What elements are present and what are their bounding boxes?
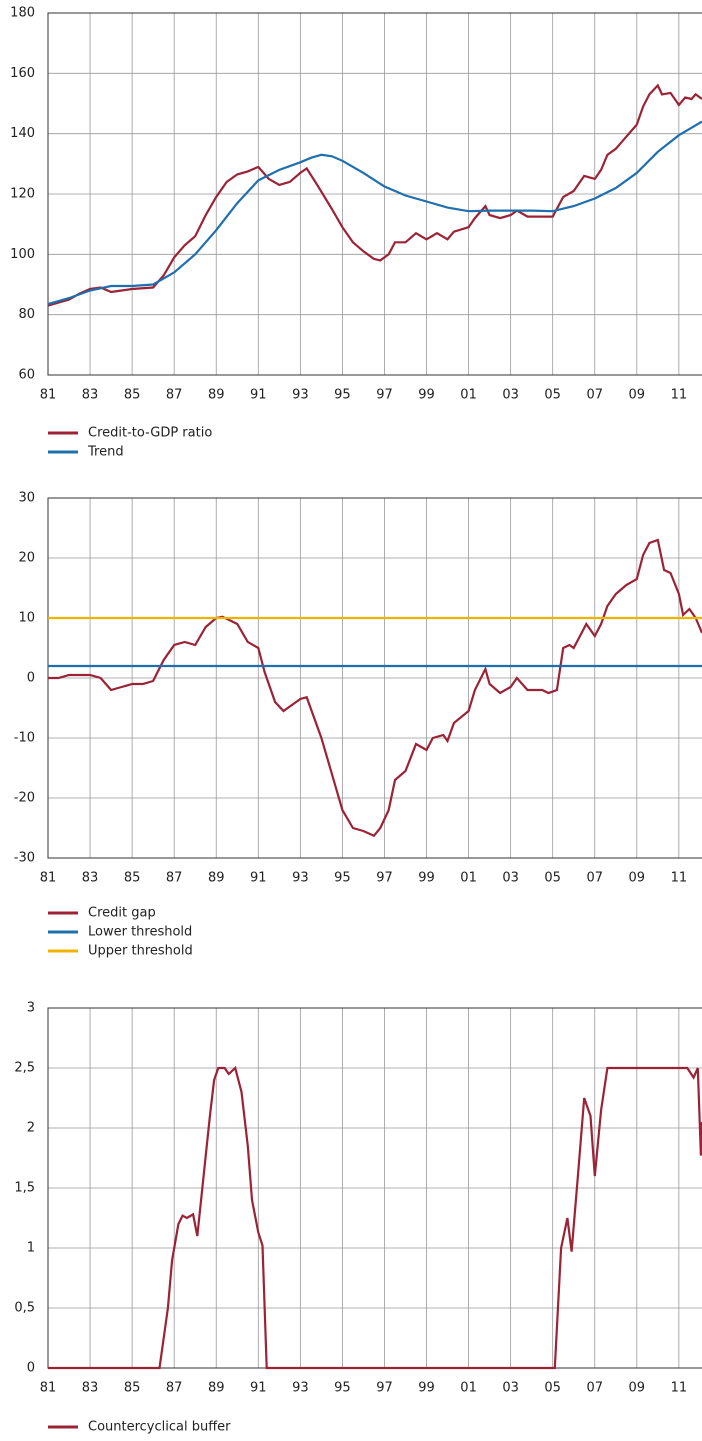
x-tick-label: 93: [292, 871, 309, 886]
x-tick-label: 91: [250, 871, 267, 886]
x-tick-label: 85: [124, 388, 141, 403]
plot-frame: [47, 12, 702, 376]
y-tick-label: -30: [14, 851, 35, 866]
x-tick-label: 03: [502, 1381, 519, 1396]
y-tick-label: 10: [18, 611, 35, 626]
legend-label: Countercyclical buffer: [88, 1420, 231, 1435]
legend-label: Lower threshold: [88, 925, 192, 940]
x-tick-label: 97: [376, 871, 393, 886]
x-tick-label: 93: [292, 388, 309, 403]
y-tick-label: 0,5: [14, 1301, 35, 1316]
x-tick-label: 07: [586, 388, 603, 403]
y-tick-label: 20: [18, 551, 35, 566]
x-tick-label: 11: [671, 871, 688, 886]
legend-label: Trend: [87, 445, 124, 460]
x-tick-label: 93: [292, 1381, 309, 1396]
x-tick-label: 09: [629, 871, 646, 886]
x-tick-label: 87: [166, 871, 183, 886]
y-tick-label: 3: [27, 1001, 35, 1016]
y-tick-label: 0: [27, 671, 35, 686]
x-tick-label: 95: [334, 871, 351, 886]
x-tick-label: 03: [502, 871, 519, 886]
x-tick-label: 09: [629, 388, 646, 403]
x-tick-label: 05: [544, 388, 561, 403]
x-tick-label: 81: [40, 871, 57, 886]
y-tick-label: 160: [10, 66, 35, 81]
y-tick-label: -20: [14, 791, 35, 806]
y-tick-label: 120: [10, 187, 35, 202]
x-tick-label: 89: [208, 871, 225, 886]
x-tick-label: 99: [418, 1381, 435, 1396]
legend-label: Upper threshold: [88, 944, 193, 959]
x-tick-label: 07: [586, 1381, 603, 1396]
data-line: [48, 1065, 702, 1370]
x-tick-label: 89: [208, 1381, 225, 1396]
x-tick-label: 11: [671, 388, 688, 403]
y-tick-label: -10: [14, 731, 35, 746]
x-tick-label: 83: [82, 388, 99, 403]
y-tick-label: 2,5: [14, 1061, 35, 1076]
x-tick-label: 01: [460, 1381, 477, 1396]
x-tick-label: 85: [124, 871, 141, 886]
x-tick-label: 87: [166, 1381, 183, 1396]
x-tick-label: 11: [671, 1381, 688, 1396]
x-tick-label: 05: [544, 1381, 561, 1396]
y-tick-label: 2: [27, 1121, 35, 1136]
y-tick-label: 100: [10, 247, 35, 262]
x-tick-label: 07: [586, 871, 603, 886]
x-tick-label: 81: [40, 1381, 57, 1396]
x-tick-label: 01: [460, 871, 477, 886]
data-line: [47, 120, 702, 306]
x-tick-label: 09: [629, 1381, 646, 1396]
y-tick-label: 1: [27, 1241, 35, 1256]
y-tick-label: 1,5: [14, 1181, 35, 1196]
x-tick-label: 95: [334, 388, 351, 403]
x-tick-label: 97: [376, 1381, 393, 1396]
x-tick-label: 01: [460, 388, 477, 403]
x-tick-label: 99: [418, 871, 435, 886]
y-tick-label: 140: [10, 126, 35, 141]
legend-label: Credit-to-GDP ratio: [88, 426, 212, 441]
x-tick-label: 99: [418, 388, 435, 403]
y-tick-label: 60: [18, 368, 35, 383]
y-tick-label: 30: [18, 491, 35, 506]
x-tick-label: 89: [208, 388, 225, 403]
x-tick-label: 85: [124, 1381, 141, 1396]
legend-label: Credit gap: [88, 906, 156, 921]
x-tick-label: 91: [250, 388, 267, 403]
y-tick-label: 80: [18, 307, 35, 322]
y-tick-label: 0: [27, 1361, 35, 1376]
x-tick-label: 87: [166, 388, 183, 403]
x-tick-label: 81: [40, 388, 57, 403]
x-tick-label: 91: [250, 1381, 267, 1396]
x-tick-label: 03: [502, 388, 519, 403]
x-tick-label: 97: [376, 388, 393, 403]
y-tick-label: 180: [10, 6, 35, 21]
x-tick-label: 05: [544, 871, 561, 886]
x-tick-label: 95: [334, 1381, 351, 1396]
x-tick-label: 83: [82, 1381, 99, 1396]
data-line: [47, 83, 702, 307]
data-line: [48, 538, 702, 838]
x-tick-label: 83: [82, 871, 99, 886]
